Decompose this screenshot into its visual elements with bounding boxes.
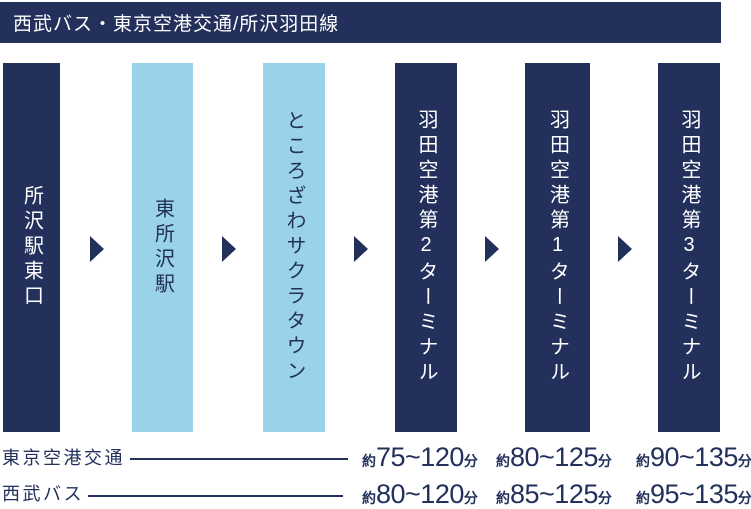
duration-time: 約 80~120 分: [362, 481, 478, 508]
minutes-range: 85~125: [510, 479, 598, 509]
arrow-right-icon: [354, 236, 368, 262]
minutes-unit: 分: [463, 490, 478, 506]
route-title: 西武バス・東京空港交通/所沢羽田線: [13, 14, 340, 35]
stop-column-tokorozawa-sakura-town: ところざわサクラタウン: [263, 63, 325, 432]
stop-label: 羽田空港第1ターミナル: [546, 109, 569, 386]
stop-column-tokorozawa-station-east: 所沢駅東口: [3, 63, 60, 432]
stop-label: 所沢駅東口: [20, 185, 43, 310]
arrow-right-icon: [222, 236, 236, 262]
minutes-range: 95~135: [650, 479, 738, 509]
stop-column-higashi-tokorozawa-station: 東所沢駅: [132, 63, 193, 432]
minutes-range: 80~125: [510, 442, 598, 472]
stop-column-haneda-terminal-2: 羽田空港第2ターミナル: [395, 63, 457, 432]
stop-column-haneda-terminal-3: 羽田空港第3ターミナル: [658, 63, 720, 432]
stop-column-haneda-terminal-1: 羽田空港第1ターミナル: [525, 63, 590, 432]
duration-line: [88, 495, 343, 497]
duration-time: 約 95~135 分: [636, 481, 751, 508]
minutes-unit: 分: [737, 490, 751, 506]
approx-prefix: 約: [362, 453, 376, 469]
stop-label: ところざわサクラタウン: [283, 110, 305, 385]
arrow-right-icon: [485, 236, 499, 262]
title-bar: 西武バス・東京空港交通/所沢羽田線: [0, 2, 721, 43]
duration-time: 約 90~135 分: [636, 444, 751, 471]
arrow-right-icon: [90, 236, 104, 262]
duration-line: [130, 458, 348, 460]
minutes-unit: 分: [597, 453, 612, 469]
stop-label: 羽田空港第3ターミナル: [678, 109, 700, 386]
approx-prefix: 約: [496, 490, 510, 506]
approx-prefix: 約: [496, 453, 510, 469]
approx-prefix: 約: [362, 490, 376, 506]
minutes-range: 90~135: [650, 442, 738, 472]
approx-prefix: 約: [636, 453, 650, 469]
approx-prefix: 約: [636, 490, 650, 506]
operator-label-seibu-bus: 西武バス: [2, 484, 84, 504]
stop-label: 東所沢駅: [151, 197, 174, 298]
minutes-unit: 分: [597, 490, 612, 506]
minutes-range: 80~120: [376, 479, 464, 509]
duration-time: 約 80~125 分: [496, 444, 612, 471]
minutes-unit: 分: [463, 453, 478, 469]
duration-time: 約 85~125 分: [496, 481, 612, 508]
minutes-range: 75~120: [376, 442, 464, 472]
duration-time: 約 75~120 分: [362, 444, 478, 471]
operator-label-tokyo-airport-transport: 東京空港交通: [2, 448, 125, 468]
arrow-right-icon: [618, 236, 632, 262]
minutes-unit: 分: [737, 453, 751, 469]
stop-label: 羽田空港第2ターミナル: [415, 109, 437, 386]
